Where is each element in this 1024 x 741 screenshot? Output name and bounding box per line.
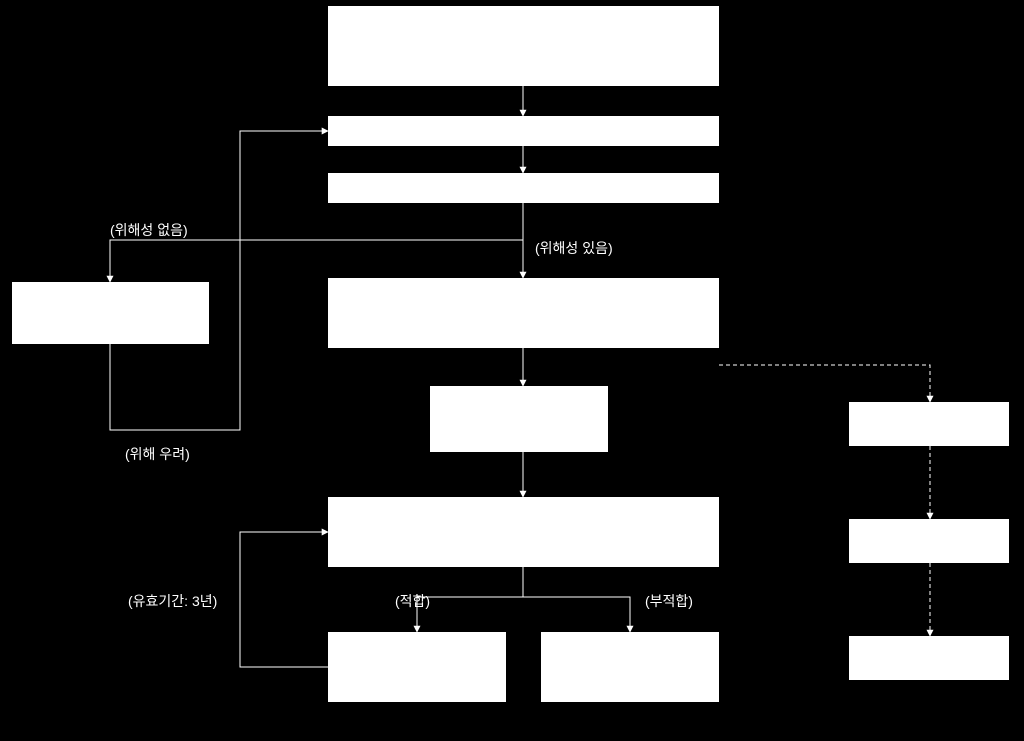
node-n6 (328, 497, 719, 567)
label-no-risk: (위해성 없음) (110, 220, 188, 240)
label-ng: (부적합) (645, 591, 693, 611)
label-ok: (적합) (395, 591, 430, 611)
node-n12 (849, 636, 1009, 680)
label-valid3y: (유효기간: 3년) (128, 591, 217, 611)
node-n9 (12, 282, 209, 344)
node-n3 (328, 173, 719, 203)
node-n11 (849, 519, 1009, 563)
node-n2 (328, 116, 719, 146)
node-n5 (430, 386, 608, 452)
flowchart-edges (0, 0, 1024, 741)
node-n8 (541, 632, 719, 702)
node-n7 (328, 632, 506, 702)
label-concern: (위해 우려) (125, 444, 190, 464)
node-n10 (849, 402, 1009, 446)
node-n1 (328, 6, 719, 86)
label-has-risk: (위해성 있음) (535, 238, 613, 258)
node-n4 (328, 278, 719, 348)
